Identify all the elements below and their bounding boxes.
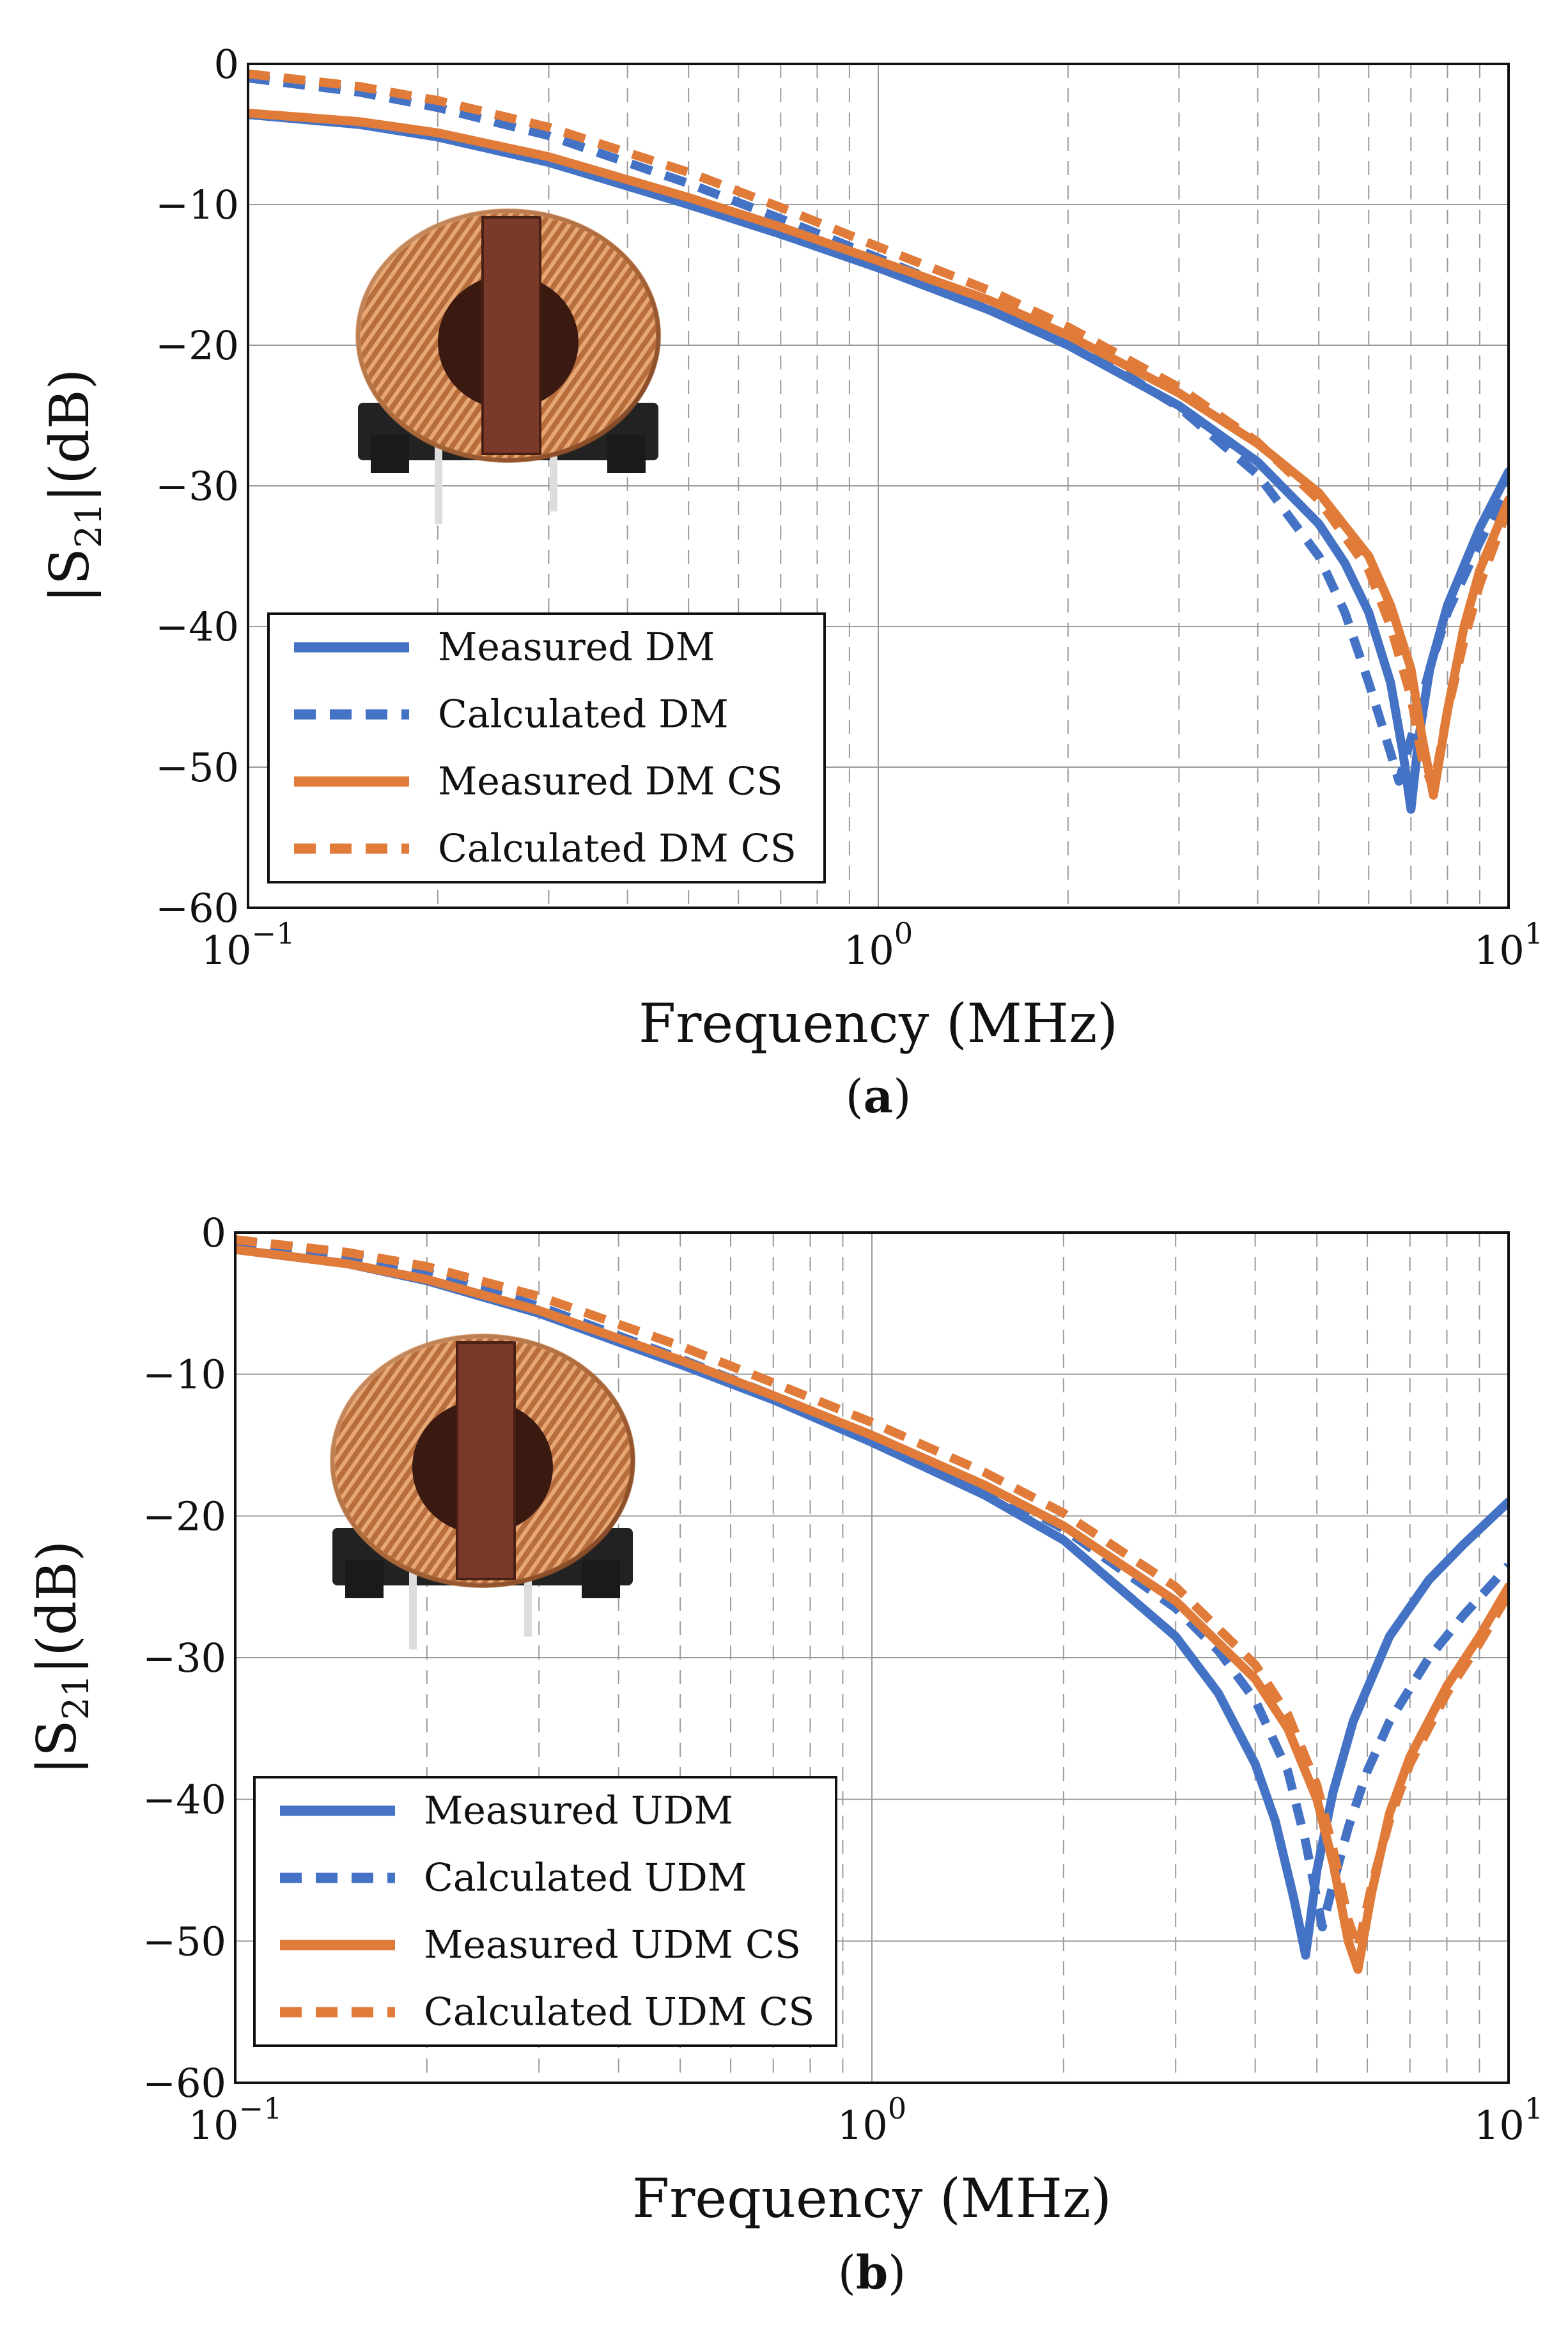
y-axis-label: |S21|(dB): [38, 369, 110, 603]
y-tick-label: −60: [143, 2060, 226, 2106]
y-tick-label: −20: [143, 1493, 226, 1539]
chart-panel-a: 0 −10 −20 −30 −40 −50 −60 10−1 100 101 Measured …: [38, 41, 1543, 1123]
chart-panel-b: 0 −10 −20 −30 −40 −50 −60 10−1 100 101 Measured …: [26, 1210, 1543, 2300]
y-tick-label: 0: [201, 1210, 226, 1256]
legend: Measured DM Calculated DM Measured DM CS Ca…: [267, 612, 826, 883]
y-tick-label: −50: [155, 744, 239, 791]
common-mode-choke-photo: [330, 1334, 635, 1649]
plot-frame: [247, 63, 1510, 909]
y-tick-label: −30: [143, 1635, 226, 1681]
legend-label: Measured UDM CS: [424, 1923, 801, 1968]
plot-frame: [234, 1231, 1510, 2084]
x-tick-label: 101: [1474, 2091, 1543, 2149]
series-calculated-udm: [235, 1236, 1509, 1932]
common-mode-choke-photo: [355, 208, 661, 524]
y-axis-label: |S21|(dB): [26, 1541, 97, 1775]
y-tick-label: −30: [155, 463, 239, 510]
x-tick-label: 100: [837, 2091, 906, 2149]
legend-label: Calculated UDM CS: [424, 1990, 814, 2035]
legend: Measured UDM Calculated UDM Measured UDM C…: [253, 1776, 837, 2047]
legend-label: Calculated DM CS: [438, 827, 796, 871]
y-tick-labels: 0 −10 −20 −30 −40 −50 −60: [155, 41, 239, 931]
legend-label: Calculated UDM: [424, 1856, 747, 1901]
x-axis-label: Frequency (MHz): [632, 2167, 1112, 2230]
panel-caption: (a): [846, 1069, 912, 1123]
legend-box: [253, 1776, 837, 2047]
y-tick-label: −50: [143, 1918, 226, 1965]
series-calculated-udm-cs: [235, 1235, 1509, 1953]
series-calculated-dm: [248, 74, 1509, 786]
y-tick-label: −10: [155, 182, 239, 228]
y-tick-labels: 0 −10 −20 −30 −40 −50 −60: [143, 1210, 226, 2106]
legend-label: Measured DM: [438, 625, 715, 670]
y-tick-label: −40: [143, 1777, 226, 1823]
y-tick-label: −60: [155, 885, 239, 931]
y-tick-label: −20: [155, 322, 239, 369]
series-lines: [248, 69, 1509, 814]
x-tick-labels: 10−1 100 101: [189, 2091, 1543, 2149]
legend-label: Measured DM CS: [438, 759, 782, 804]
x-tick-label: 10−1: [201, 916, 295, 974]
x-tick-label: 10−1: [189, 2091, 283, 2149]
series-calculated-dm-cs: [248, 69, 1509, 793]
panel-caption: (b): [838, 2245, 906, 2300]
series-lines: [235, 1235, 1509, 1974]
legend-box: [267, 612, 826, 883]
y-tick-label: 0: [214, 41, 239, 88]
y-tick-label: −40: [155, 603, 239, 650]
legend-label: Calculated DM: [438, 692, 729, 737]
x-tick-labels: 10−1 100 101: [201, 916, 1543, 974]
x-axis-label: Frequency (MHz): [639, 992, 1118, 1055]
legend-label: Measured UDM: [424, 1789, 733, 1833]
y-tick-label: −10: [143, 1351, 226, 1398]
x-tick-label: 100: [844, 916, 913, 974]
x-tick-label: 101: [1474, 916, 1543, 974]
